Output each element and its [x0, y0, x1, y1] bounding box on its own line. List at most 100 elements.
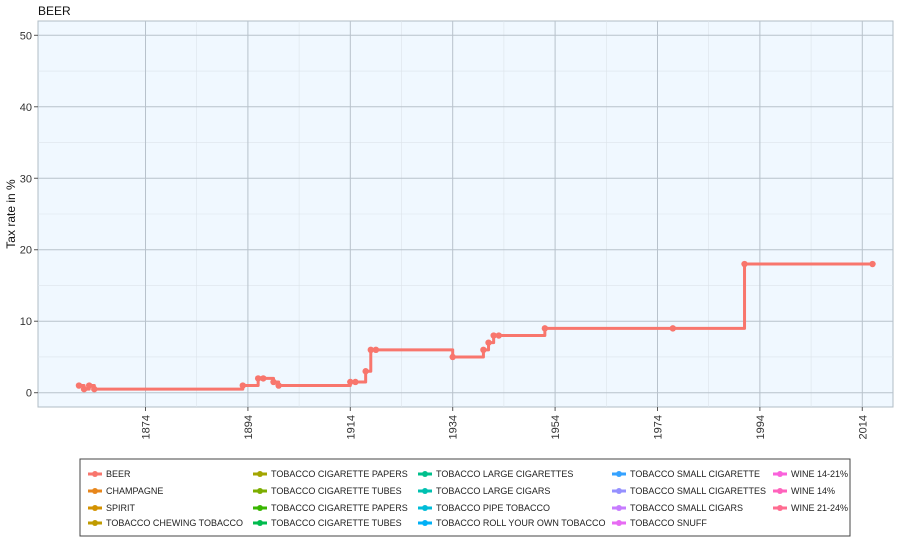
data-point [75, 382, 83, 389]
legend-swatch-dot [616, 520, 622, 526]
legend-item: TOBACCO LARGE CIGARETTES [418, 469, 573, 479]
data-point [80, 385, 88, 393]
x-tick-label: 1974 [652, 415, 664, 439]
data-point [541, 325, 549, 332]
y-tick-label: 50 [20, 30, 32, 42]
legend-item: SPIRIT [88, 503, 136, 513]
y-tick-label: 40 [20, 102, 32, 114]
legend-swatch-dot [422, 471, 428, 477]
x-tick-label: 1994 [755, 415, 767, 439]
legend-label: TOBACCO SMALL CIGARETTE [630, 469, 760, 479]
legend-swatch-dot [777, 505, 783, 511]
legend-label: WINE 14-21% [791, 469, 848, 479]
x-tick-label: 1934 [448, 415, 460, 439]
legend-item: TOBACCO SMALL CIGARETTE [612, 469, 760, 479]
legend-item: TOBACCO SMALL CIGARETTES [612, 486, 766, 496]
legend-label: SPIRIT [106, 503, 136, 513]
legend-label: TOBACCO CIGARETTE TUBES [271, 486, 402, 496]
y-tick-label: 10 [20, 316, 32, 328]
series-layer [75, 260, 876, 393]
data-point [869, 260, 876, 268]
legend-label: TOBACCO CIGARETTE PAPERS [271, 503, 408, 513]
legend-label: TOBACCO SMALL CIGARETTES [630, 486, 766, 496]
legend-item: WINE 14-21% [773, 469, 848, 479]
data-point [367, 346, 374, 354]
legend-item: TOBACCO SNUFF [612, 518, 707, 528]
data-point [85, 382, 93, 389]
legend-swatch-dot [616, 471, 622, 477]
data-point [480, 346, 487, 354]
legend-label: TOBACCO CHEWING TOBACCO [106, 518, 243, 528]
legend-item: TOBACCO CHEWING TOBACCO [88, 518, 243, 528]
y-axis-label: Tax rate in % [4, 179, 18, 249]
legend-item: TOBACCO SMALL CIGARS [612, 503, 743, 513]
legend-swatch-dot [257, 505, 263, 511]
legend-label: WINE 21-24% [791, 503, 848, 513]
legend-swatch-dot [616, 505, 622, 511]
y-tick-label: 0 [26, 388, 32, 400]
legend-swatch-dot [257, 471, 263, 477]
legend-swatch-dot [92, 488, 98, 494]
legend-item: WINE 21-24% [773, 503, 848, 513]
legend-item: WINE 14% [773, 486, 835, 496]
data-point [490, 332, 497, 339]
x-axis-ticks: 1874 1894 1914 1934 1954 1974 1994 2014 [141, 407, 869, 439]
legend-items: BEER CHAMPAGNE SPIRIT TOBACCO CHEWING TOBAC… [88, 469, 848, 528]
y-tick-label: 30 [20, 173, 32, 185]
legend-label: TOBACCO ROLL YOUR OWN TOBACCO [436, 518, 606, 528]
data-point [260, 375, 267, 382]
x-tick-label: 2014 [857, 415, 869, 439]
legend-item: TOBACCO LARGE CIGARS [418, 486, 550, 496]
legend-swatch-dot [616, 488, 622, 494]
legend-item: BEER [88, 469, 131, 479]
legend-swatch-dot [92, 505, 98, 511]
grid [38, 21, 893, 407]
data-point [485, 339, 492, 346]
chart-title: BEER [38, 4, 71, 18]
legend-swatch-dot [422, 520, 428, 526]
legend-label: TOBACCO LARGE CIGARETTES [436, 469, 573, 479]
legend-label: CHAMPAGNE [106, 486, 163, 496]
legend-swatch-dot [777, 488, 783, 494]
legend-swatch-dot [257, 488, 263, 494]
x-tick-label: 1914 [345, 415, 357, 439]
legend-item: TOBACCO ROLL YOUR OWN TOBACCO [418, 518, 606, 528]
legend-swatch-dot [92, 471, 98, 477]
x-tick-label: 1874 [141, 415, 153, 439]
legend-swatch-dot [422, 505, 428, 511]
legend-item: TOBACCO PIPE TOBACCO [418, 503, 550, 513]
y-tick-label: 20 [20, 245, 32, 257]
legend-label: TOBACCO LARGE CIGARS [436, 486, 550, 496]
legend-label: TOBACCO CIGARETTE TUBES [271, 518, 402, 528]
y-axis-ticks: 0 10 20 30 40 50 [20, 30, 38, 400]
data-point [347, 378, 354, 386]
legend-item: TOBACCO CIGARETTE PAPERS [253, 503, 408, 513]
legend-swatch-dot [92, 520, 98, 526]
data-point [275, 382, 282, 389]
legend-label: WINE 14% [791, 486, 835, 496]
x-tick-label: 1954 [550, 415, 562, 439]
data-point [669, 325, 677, 332]
legend-label: TOBACCO PIPE TOBACCO [436, 503, 550, 513]
data-point [352, 378, 359, 386]
legend-label: TOBACCO CIGARETTE PAPERS [271, 469, 408, 479]
data-point [741, 260, 748, 268]
legend-label: BEER [106, 469, 131, 479]
data-point [495, 332, 502, 339]
data-point [239, 382, 246, 389]
legend-item: TOBACCO CIGARETTE PAPERS [253, 469, 408, 479]
legend-item: TOBACCO CIGARETTE TUBES [253, 518, 402, 528]
legend-swatch-dot [257, 520, 263, 526]
legend [79, 458, 851, 537]
x-tick-label: 1894 [243, 415, 255, 439]
legend-item: TOBACCO CIGARETTE TUBES [253, 486, 402, 496]
data-point [362, 368, 369, 375]
legend-label: TOBACCO SMALL CIGARS [630, 503, 743, 513]
data-point [91, 385, 98, 393]
legend-swatch-dot [777, 471, 783, 477]
data-point [449, 353, 456, 361]
legend-item: CHAMPAGNE [88, 486, 163, 496]
legend-label: TOBACCO SNUFF [630, 518, 707, 528]
data-point [254, 375, 262, 382]
